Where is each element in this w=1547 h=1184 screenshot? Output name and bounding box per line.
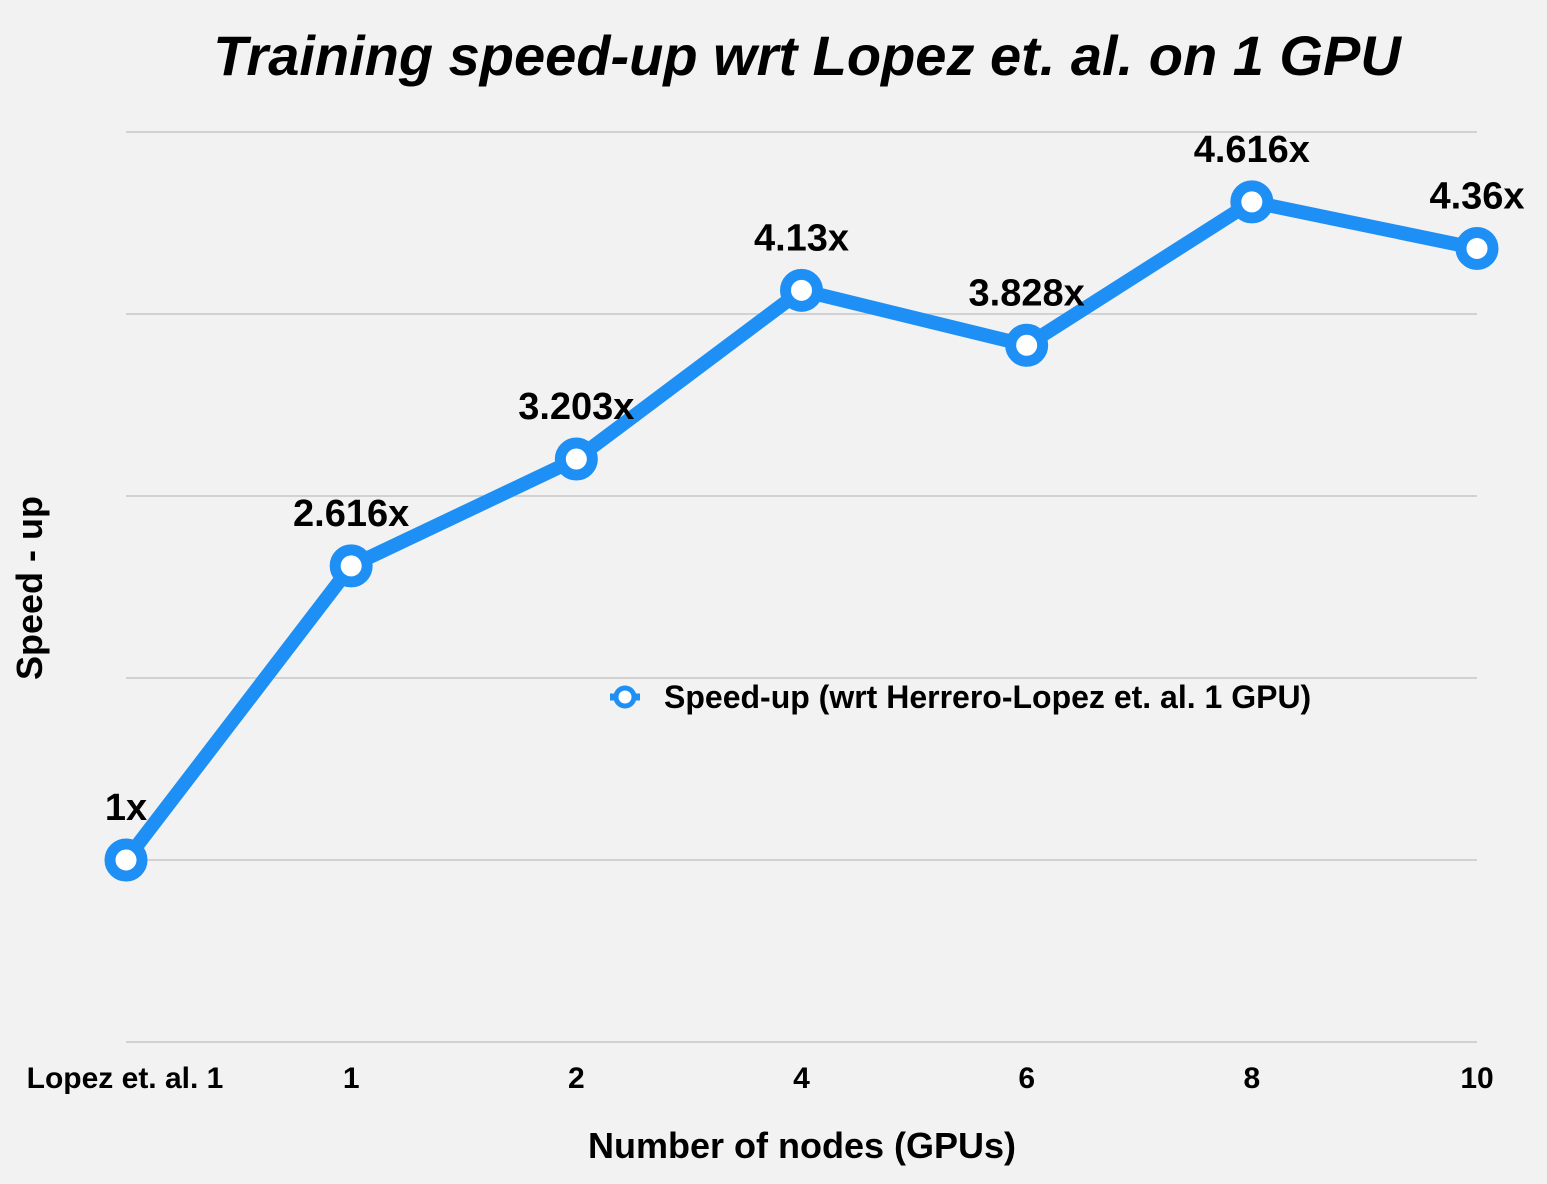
x-tick-label: 8 — [1243, 1062, 1260, 1095]
x-axis-label: Number of nodes (GPUs) — [588, 1125, 1016, 1166]
data-points — [104, 180, 1499, 882]
data-label: 4.616x — [1194, 129, 1310, 171]
chart-title: Training speed-up wrt Lopez et. al. on 1… — [213, 24, 1402, 87]
data-point — [104, 838, 148, 882]
x-tick-label: Lopez et. al. 1 — [27, 1062, 224, 1095]
x-tick-label: 1 — [343, 1062, 360, 1095]
data-label: 4.36x — [1429, 175, 1524, 217]
x-tick-labels: Lopez et. al. 1 1 2 4 6 8 10 — [27, 1062, 1494, 1095]
data-point — [1005, 323, 1049, 367]
data-point — [1230, 180, 1274, 224]
data-label: 3.828x — [969, 272, 1085, 314]
x-tick-label: 10 — [1460, 1062, 1493, 1095]
gridlines — [126, 131, 1477, 1043]
x-tick-label: 4 — [793, 1062, 810, 1095]
legend: Speed-up (wrt Herrero-Lopez et. al. 1 GP… — [610, 679, 1311, 715]
legend-entry-label: Speed-up (wrt Herrero-Lopez et. al. 1 GP… — [664, 679, 1311, 715]
x-tick-label: 6 — [1018, 1062, 1035, 1095]
data-point — [780, 268, 823, 312]
data-label: 3.203x — [518, 386, 634, 428]
data-label: 2.616x — [293, 493, 409, 535]
data-label: 1x — [105, 787, 147, 829]
data-label: 4.13x — [754, 217, 849, 259]
data-point — [1455, 226, 1499, 270]
data-labels: 1x 2.616x 3.203x 4.13x 3.828x 4.616x 4.36x — [105, 129, 1525, 829]
data-point — [554, 437, 598, 481]
data-point — [329, 544, 373, 588]
x-tick-label: 2 — [568, 1062, 585, 1095]
legend-marker-icon — [613, 685, 637, 709]
y-axis-label: Speed - up — [9, 496, 50, 680]
